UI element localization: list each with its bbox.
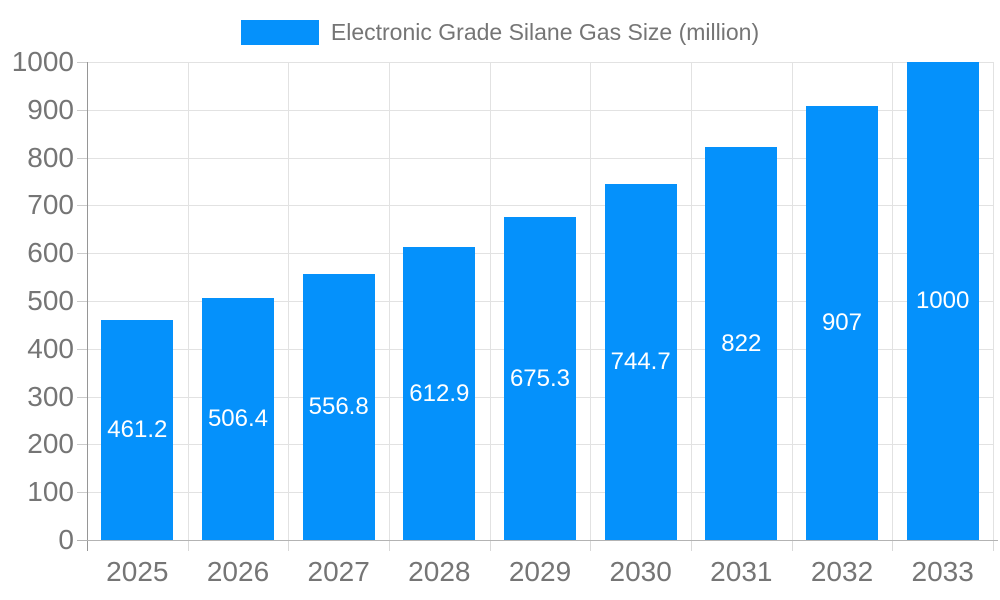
x-axis-label: 2029 [508,556,572,587]
plot-area: 0 100 200 300 400 500 600 700 800 900 1000 2025 2026… [12,48,998,586]
y-axis-tick [77,253,87,255]
gridline-horizontal [87,205,993,207]
y-axis-label: 100 [27,476,74,508]
x-axis-tick [691,540,692,551]
bar-value-label: 556.8 [308,392,369,420]
bar-value-label: 1000 [915,287,970,314]
bar[interactable]: 556.8 [302,273,375,540]
y-axis-label: 1000 [11,46,74,77]
y-axis-label: 700 [27,189,74,221]
y-axis-label: 800 [27,141,74,173]
legend-label: Electronic Grade Silane Gas Size (millio… [330,19,760,45]
bar-value-label: 461.2 [107,415,168,443]
y-axis-tick [77,492,87,494]
y-axis-tick [77,301,87,302]
y-axis-tick [77,348,87,350]
x-axis-label: 2031 [710,556,773,587]
bar[interactable]: 907 [806,106,878,540]
x-axis-tick [187,540,189,551]
bar-value-label: 612.9 [409,379,470,407]
y-axis-tick [77,109,87,111]
bar[interactable]: 744.7 [604,184,677,540]
gridline-vertical [691,62,692,540]
x-axis-line [77,540,998,541]
x-axis-label: 2025 [106,556,169,587]
x-axis-label: 2026 [206,556,270,587]
y-axis-label: 200 [27,428,74,460]
y-axis-tick [77,157,87,159]
y-axis-tick [77,205,87,207]
bar[interactable]: 461.2 [101,319,174,540]
y-axis-tick [77,444,87,446]
gridline-vertical [590,62,592,540]
gridline-horizontal [87,109,993,111]
y-axis-label: 900 [27,93,74,125]
bar-value-label: 822 [721,329,762,357]
gridline-horizontal [87,62,993,63]
y-axis-label: 0 [58,524,74,555]
x-axis-tick [590,540,592,551]
y-axis-tick [77,62,87,63]
bar[interactable]: 675.3 [504,217,576,540]
gridline-horizontal [87,157,993,159]
x-axis-tick [489,540,491,551]
y-axis-label: 600 [27,237,74,269]
legend-swatch [240,20,319,45]
legend[interactable]: Electronic Grade Silane Gas Size (millio… [0,20,1000,45]
gridline-vertical [791,62,793,540]
x-axis-tick [389,540,390,551]
x-axis-tick [892,540,894,551]
gridline-vertical [489,62,491,540]
bar[interactable]: 612.9 [403,247,476,540]
x-axis-label: 2032 [810,556,874,587]
y-axis-label: 300 [27,380,74,412]
x-axis-tick [791,540,793,551]
y-axis-line [87,62,88,551]
x-axis-label: 2033 [911,556,974,587]
bar-value-label: 506.4 [207,404,269,432]
gridline-vertical [389,62,390,540]
x-axis-label: 2027 [307,556,370,587]
x-axis-tick [288,540,290,551]
y-axis-tick [77,396,87,398]
y-axis-label: 500 [27,285,74,316]
bar[interactable]: 506.4 [202,297,274,540]
bar-value-label: 907 [821,309,862,337]
gridline-vertical [993,62,994,540]
bar-value-label: 675.3 [509,364,571,392]
x-axis-label: 2030 [609,556,672,587]
bar[interactable]: 822 [705,147,778,540]
x-axis-label: 2028 [408,556,471,587]
gridline-vertical [892,62,894,540]
bar-value-label: 744.7 [610,348,671,376]
bar[interactable]: 1000 [906,62,979,540]
gridline-vertical [288,62,290,540]
y-axis-label: 400 [27,332,74,364]
x-axis-tick [993,540,994,551]
gridline-vertical [187,62,189,540]
